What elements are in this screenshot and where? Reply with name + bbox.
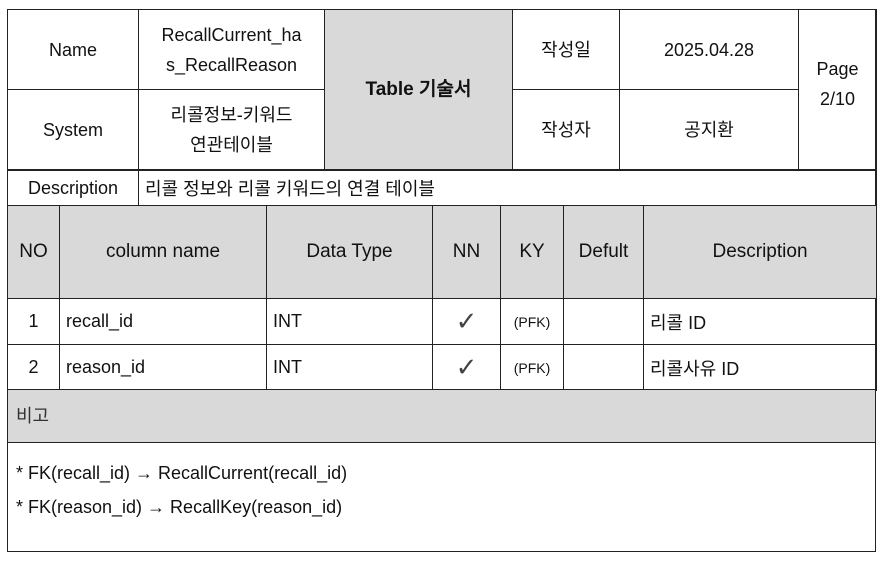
- row-data-type: INT: [266, 344, 433, 391]
- page-cell: Page 2/10: [798, 9, 877, 170]
- check-icon: ✓: [432, 344, 501, 391]
- header-no: NO: [7, 205, 60, 299]
- name-label: Name: [7, 9, 139, 90]
- table-row: 2 reason_id INT ✓ (PFK) 리콜사유 ID: [7, 344, 877, 391]
- name-value: RecallCurrent_ha s_RecallReason: [138, 9, 325, 90]
- description-value: 리콜 정보와 리콜 키워드의 연결 테이블: [138, 170, 877, 206]
- row-key: (PFK): [500, 344, 564, 391]
- doc-title: Table 기술서: [324, 9, 513, 170]
- columns-header-row: NO column name Data Type NN KY Defult De…: [7, 205, 877, 299]
- author-label: 작성자: [512, 89, 620, 170]
- row-no: 1: [7, 298, 60, 345]
- remarks-line-1: * FK(recall_id) → RecallCurrent(recall_i…: [16, 463, 348, 483]
- header-ky: KY: [500, 205, 564, 299]
- description-label: Description: [7, 170, 139, 206]
- name-value-line-2: s_RecallReason: [165, 54, 298, 75]
- name-value-line-1: RecallCurrent_ha: [161, 24, 302, 45]
- header-data-type: Data Type: [266, 205, 433, 299]
- created-date: 2025.04.28: [619, 9, 799, 90]
- header-column-name: column name: [59, 205, 267, 299]
- description-row: Description 리콜 정보와 리콜 키워드의 연결 테이블: [7, 170, 877, 206]
- row-description: 리콜사유 ID: [643, 344, 877, 391]
- columns-table: NO column name Data Type NN KY Defult De…: [7, 205, 877, 391]
- remarks-label: 비고: [8, 389, 875, 443]
- created-date-label: 작성일: [512, 9, 620, 90]
- row-key: (PFK): [500, 298, 564, 345]
- row-data-type: INT: [266, 298, 433, 345]
- system-value-line-2: 연관테이블: [190, 134, 273, 155]
- remarks-notes: * FK(recall_id) → RecallCurrent(recall_i…: [16, 456, 347, 524]
- check-icon: ✓: [432, 298, 501, 345]
- remarks-line-2: * FK(reason_id) → RecallKey(reason_id): [16, 497, 343, 517]
- header-description: Description: [643, 205, 877, 299]
- row-description: 리콜 ID: [643, 298, 877, 345]
- system-value-line-1: 리콜정보-키워드: [170, 104, 293, 125]
- page-value: 2/10: [819, 89, 856, 109]
- system-value: 리콜정보-키워드 연관테이블: [138, 89, 325, 170]
- row-column-name: reason_id: [59, 344, 267, 391]
- table-spec-sheet: Name RecallCurrent_ha s_RecallReason Tab…: [7, 9, 877, 552]
- author: 공지환: [619, 89, 799, 170]
- table-row: 1 recall_id INT ✓ (PFK) 리콜 ID: [7, 298, 877, 345]
- row-no: 2: [7, 344, 60, 391]
- header-default: Defult: [563, 205, 644, 299]
- header-nn: NN: [432, 205, 501, 299]
- row-default: [563, 344, 644, 391]
- system-label: System: [7, 89, 139, 170]
- header-table: Name RecallCurrent_ha s_RecallReason Tab…: [7, 9, 877, 170]
- page-label: Page: [816, 59, 859, 79]
- row-column-name: recall_id: [59, 298, 267, 345]
- row-default: [563, 298, 644, 345]
